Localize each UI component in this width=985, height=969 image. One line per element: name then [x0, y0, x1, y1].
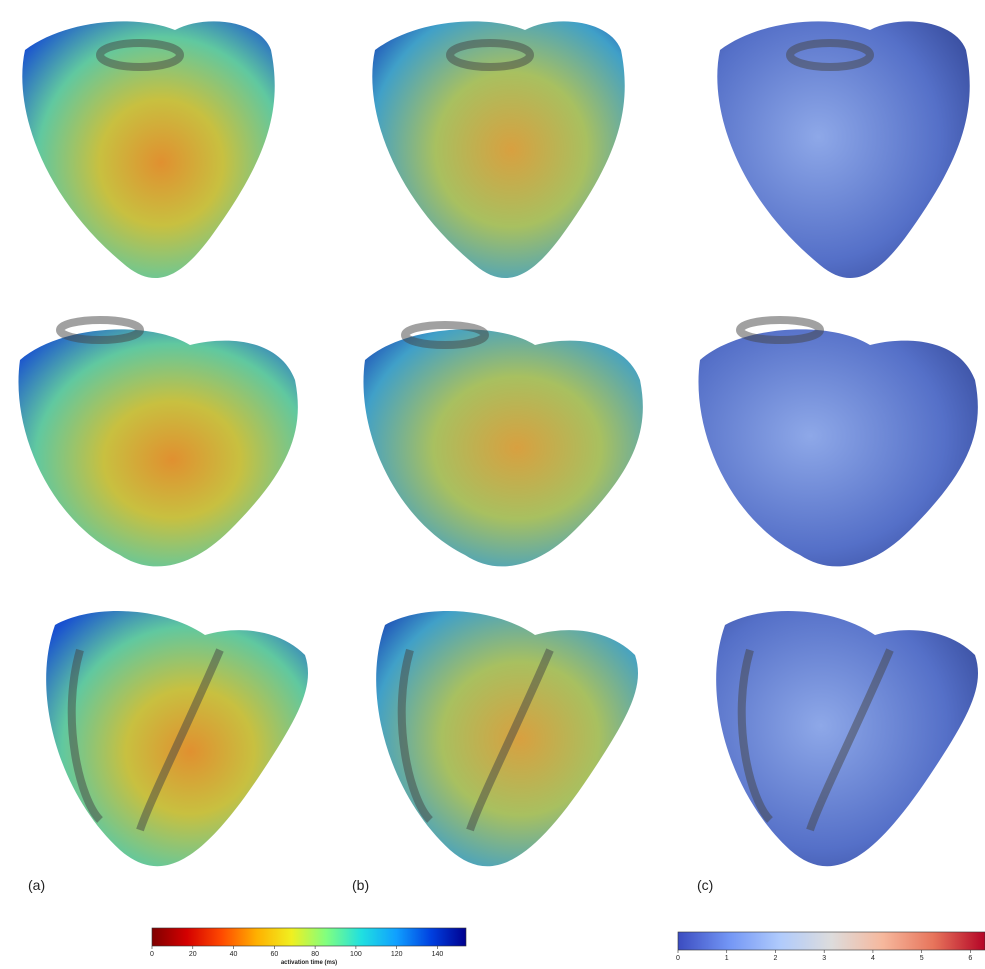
tick-label: 0	[150, 951, 154, 958]
tick-label: 5	[920, 955, 924, 962]
heart-image	[363, 329, 643, 567]
tick-label: 3	[822, 955, 826, 962]
panel-label: (b)	[352, 877, 369, 893]
tick-label: 140	[432, 951, 444, 958]
tick-label: 80	[311, 951, 319, 958]
colorbar	[151, 927, 467, 947]
heart-renderings	[18, 21, 978, 867]
tick-label: 120	[391, 951, 403, 958]
tick-label: 20	[189, 951, 197, 958]
tick-label: 60	[270, 951, 278, 958]
tick-label: 6	[968, 955, 972, 962]
panel-label: (c)	[697, 877, 713, 893]
tick-label: 40	[230, 951, 238, 958]
tick-label: 4	[871, 955, 875, 962]
tick-label: 2	[774, 955, 778, 962]
valve-openings	[56, 39, 894, 832]
tick-label: 100	[350, 951, 362, 958]
colorbar-title: activation time (ms)	[281, 960, 337, 966]
heart-image	[18, 329, 298, 567]
heart-image	[698, 329, 978, 567]
heart-image	[22, 21, 275, 279]
tick-label: 0	[676, 955, 680, 962]
heart-image	[372, 21, 625, 279]
panel-label: (a)	[28, 877, 45, 893]
heart-image	[717, 21, 970, 279]
colorbar	[677, 931, 985, 951]
tick-label: 1	[725, 955, 729, 962]
